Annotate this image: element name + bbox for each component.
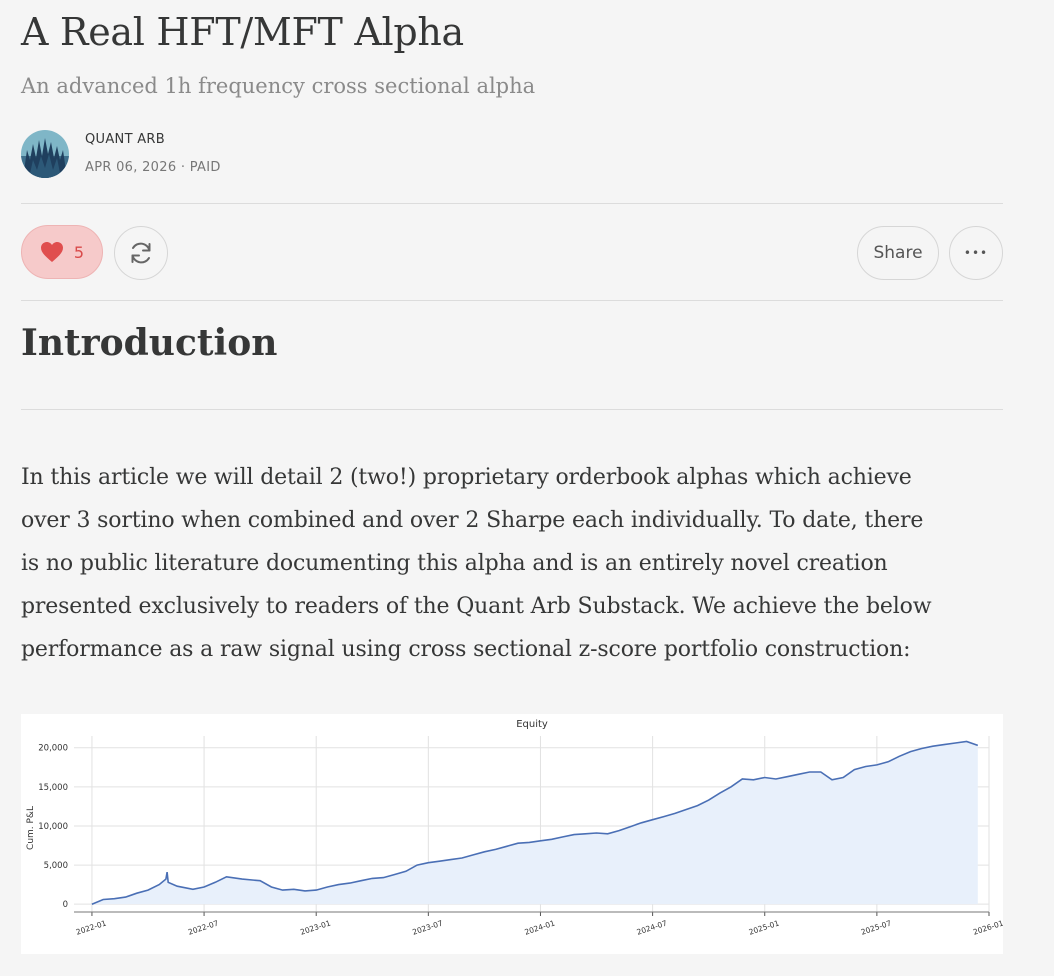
y-tick-label: 0 <box>63 900 68 910</box>
y-tick-label: 10,000 <box>38 822 68 832</box>
author-name[interactable]: QUANT ARB <box>85 132 165 147</box>
x-tick-label: 2026-01 <box>972 918 1003 936</box>
intro-paragraph: In this article we will detail 2 (two!) … <box>21 456 1003 671</box>
y-tick-label: 15,000 <box>38 783 68 793</box>
divider-top <box>21 203 1003 204</box>
x-tick-label: 2024-07 <box>636 918 669 936</box>
divider-heading <box>21 409 1003 410</box>
post-meta: APR 06, 2026 · PAID <box>85 160 221 175</box>
restack-icon <box>131 242 151 264</box>
chart-y-label: Cum. P&L <box>26 806 36 850</box>
paragraph-line: In this article we will detail 2 (two!) … <box>21 465 912 490</box>
divider-actions <box>21 300 1003 301</box>
section-heading: Introduction <box>21 322 278 364</box>
post-date: APR 06, 2026 <box>85 160 177 175</box>
x-tick-label: 2022-01 <box>75 918 108 936</box>
more-options-button[interactable]: ••• <box>949 226 1003 280</box>
access-badge: PAID <box>189 160 221 175</box>
paragraph-line: is no public literature documenting this… <box>21 551 888 576</box>
y-tick-labels: 0 5,000 10,000 15,000 20,000 <box>38 744 68 910</box>
x-tick-label: 2024-01 <box>523 918 556 936</box>
equity-area <box>91 741 978 905</box>
x-tick-label: 2025-01 <box>748 918 781 936</box>
more-dots-icon: ••• <box>963 246 989 260</box>
equity-line <box>91 740 979 905</box>
paragraph-line: over 3 sortino when combined and over 2 … <box>21 508 924 533</box>
equity-chart[interactable]: 0 5,000 10,000 15,000 20,000 2022-01 2022-07 2… <box>21 714 1003 954</box>
like-button[interactable]: 5 <box>21 225 103 279</box>
share-button[interactable]: Share <box>857 226 939 280</box>
paragraph-line: presented exclusively to readers of the … <box>21 594 932 619</box>
meta-separator: · <box>176 160 190 175</box>
heart-icon <box>40 242 63 262</box>
chart-title: Equity <box>516 719 548 730</box>
x-tick-label: 2025-07 <box>860 918 893 936</box>
x-tick-labels: 2022-01 2022-07 2023-01 2023-07 2024-01 2024-… <box>75 918 1003 936</box>
x-tick-label: 2022-07 <box>187 918 220 936</box>
author-avatar[interactable] <box>21 130 69 178</box>
y-tick-label: 20,000 <box>38 744 68 754</box>
x-tick-label: 2023-07 <box>411 918 444 936</box>
post-subtitle: An advanced 1h frequency cross sectional… <box>21 74 536 98</box>
chart-axes <box>74 911 990 916</box>
post-title: A Real HFT/MFT Alpha <box>21 10 464 54</box>
paragraph-line: performance as a raw signal using cross … <box>21 637 911 662</box>
x-tick-label: 2023-01 <box>299 918 332 936</box>
like-count: 5 <box>73 242 85 262</box>
restack-button[interactable] <box>114 226 168 280</box>
y-tick-label: 5,000 <box>44 861 68 871</box>
